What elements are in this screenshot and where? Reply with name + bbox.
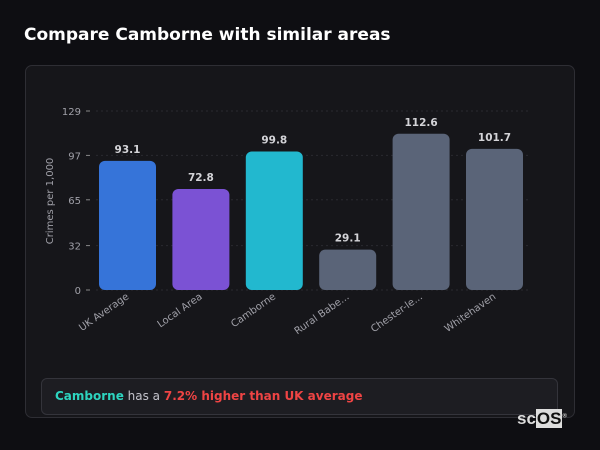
x-tick-label: Local Area — [156, 291, 205, 330]
x-tick-label: UK Average — [77, 291, 131, 333]
x-tick-label: Whitehaven — [443, 291, 498, 334]
page-title: Compare Camborne with similar areas — [24, 25, 391, 45]
summary-comparison: 7.2% higher than UK average — [163, 389, 363, 403]
x-tick-label: Camborne — [229, 291, 278, 330]
value-label: 29.1 — [335, 233, 361, 245]
bar-2 — [245, 151, 303, 290]
bar-1 — [172, 188, 230, 290]
y-tick-label: 129 — [62, 107, 81, 118]
summary-text: has a — [123, 389, 164, 403]
bar-5 — [466, 148, 523, 290]
value-label: 99.8 — [261, 135, 287, 147]
scos-logo: scOS® — [517, 409, 567, 428]
x-tick-label: Chester-le... — [369, 291, 425, 335]
value-label: 101.7 — [478, 132, 511, 144]
bar-0 — [99, 160, 156, 290]
summary-area: Camborne — [55, 389, 124, 403]
bar-4 — [392, 133, 450, 290]
y-tick-label: 32 — [68, 242, 81, 253]
y-tick-label: 0 — [75, 286, 81, 297]
y-axis-label: Crimes per 1,000 — [45, 158, 56, 245]
value-label: 93.1 — [115, 144, 141, 156]
x-tick-label: Rural Babe... — [293, 291, 352, 337]
y-tick-label: 97 — [68, 151, 81, 162]
value-label: 72.8 — [188, 172, 214, 184]
y-tick-label: 65 — [68, 196, 81, 207]
bar-3 — [319, 249, 377, 290]
value-label: 112.6 — [404, 117, 437, 129]
summary-box: Camborne has a 7.2% higher than UK avera… — [41, 378, 558, 415]
